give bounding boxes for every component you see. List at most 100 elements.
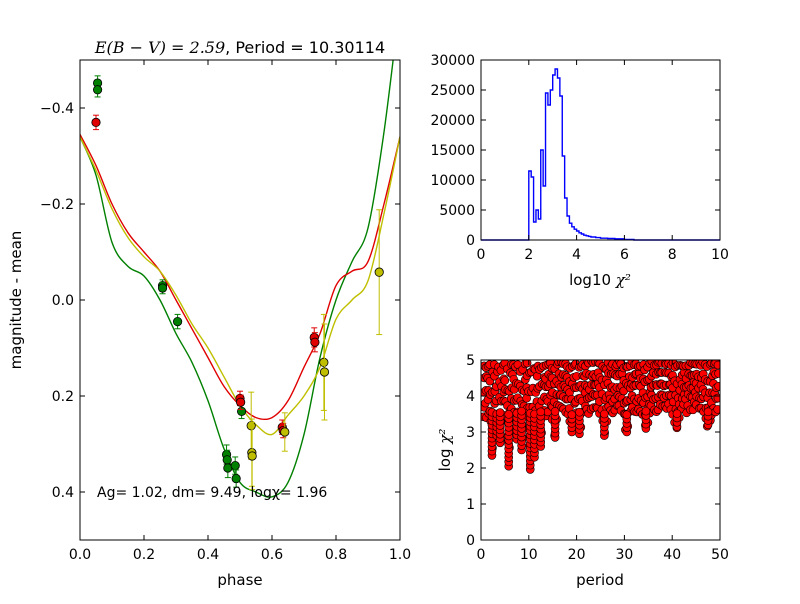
- x-tick-label: 0: [477, 547, 486, 563]
- periodogram-point: [493, 350, 501, 358]
- periodogram-ylabel-math: χ²: [436, 429, 454, 445]
- periodogram-point: [600, 351, 608, 359]
- periodogram-point: [542, 351, 550, 359]
- y-tick-label: 0: [466, 233, 475, 249]
- data-point-green: [93, 85, 103, 95]
- periodogram-point: [680, 348, 688, 356]
- periodogram-point: [571, 350, 579, 358]
- y-tick-label: 10000: [430, 173, 475, 189]
- periodogram-point: [687, 348, 695, 356]
- histogram-xlabel: log10 χ²: [569, 271, 631, 289]
- periodogram-point: [620, 349, 628, 357]
- y-ticks: 0 5000 10000 15000 20000 25000 30000: [430, 53, 720, 249]
- periodogram-point: [682, 350, 690, 358]
- periodogram-point: [688, 348, 696, 356]
- periodogram-xlabel: period: [576, 571, 624, 589]
- y-tick-label: 0.2: [52, 389, 74, 405]
- periodogram-point: [550, 407, 560, 416]
- periodogram-panel: 0 10 20 30 40 50 0 1 2 3 4 5 period log χ²: [436, 346, 729, 589]
- periodogram-point: [555, 347, 563, 355]
- periodogram-point: [512, 347, 520, 355]
- periodogram-point: [566, 350, 574, 358]
- periodogram-point: [506, 346, 514, 354]
- periodogram-point: [589, 351, 597, 359]
- data-point-red: [310, 337, 320, 347]
- periodogram-point: [523, 348, 531, 356]
- periodogram-point: [692, 348, 700, 356]
- periodogram-points: [481, 346, 723, 474]
- periodogram-point: [714, 381, 720, 391]
- x-tick-label: 50: [711, 547, 729, 563]
- periodogram-point: [701, 350, 709, 358]
- data-point-green: [157, 283, 168, 293]
- periodogram-point: [581, 351, 589, 359]
- model-curves: [80, 60, 400, 498]
- data-point-yellow: [247, 451, 257, 461]
- periodogram-point: [495, 408, 505, 417]
- periodogram-point: [704, 346, 712, 354]
- periodogram-point: [664, 350, 672, 358]
- data-points: [91, 75, 384, 491]
- periodogram-point: [594, 350, 602, 358]
- periodogram-point: [674, 346, 682, 354]
- periodogram-point: [517, 347, 525, 355]
- light-curve-ylabel: magnitude - mean: [7, 231, 25, 370]
- periodogram-point: [623, 351, 631, 359]
- periodogram-point: [514, 351, 522, 359]
- periodogram-point: [575, 350, 583, 358]
- x-tick-label: 10: [520, 547, 538, 563]
- periodogram-point: [546, 349, 554, 357]
- data-point-yellow: [280, 427, 290, 437]
- periodogram-point: [538, 347, 546, 355]
- periodogram-ylabel-text: log: [436, 444, 454, 472]
- data-point-green: [237, 406, 247, 416]
- periodogram-point: [517, 406, 526, 416]
- data-point-green: [230, 460, 240, 471]
- periodogram-point: [502, 348, 510, 356]
- periodogram-point: [499, 350, 507, 358]
- y-tick-label: 4: [466, 389, 475, 405]
- periodogram-point: [576, 351, 584, 359]
- periodogram-point: [567, 410, 577, 420]
- y-tick-label: 25000: [430, 83, 475, 99]
- periodogram-point: [715, 350, 723, 358]
- data-point-green: [222, 455, 232, 465]
- y-tick-label: 0: [466, 533, 475, 549]
- periodogram-point: [713, 351, 721, 359]
- periodogram-point: [635, 349, 643, 357]
- periodogram-point: [651, 348, 659, 356]
- periodogram-point: [596, 350, 604, 358]
- y-tick-label: 1: [466, 497, 475, 513]
- periodogram-point: [584, 347, 592, 355]
- periodogram-point: [672, 409, 682, 418]
- periodogram-point: [536, 350, 544, 358]
- light-curve-xlabel: phase: [217, 571, 262, 589]
- periodogram-point: [604, 349, 612, 357]
- x-tick-label: 8: [668, 247, 677, 263]
- periodogram-point: [495, 351, 503, 359]
- title-text: , Period = 10.30114: [225, 38, 385, 57]
- periodogram-point: [560, 348, 568, 356]
- data-point-yellow: [246, 421, 256, 431]
- histogram-step: [481, 68, 720, 241]
- y-tick-label: 15000: [430, 143, 475, 159]
- y-tick-label: 5: [466, 353, 475, 369]
- periodogram-point: [695, 346, 703, 354]
- periodogram-point: [697, 346, 705, 354]
- periodogram-point: [671, 346, 679, 354]
- x-ticks: 0 10 20 30 40 50: [477, 360, 729, 563]
- periodogram-point: [541, 346, 549, 354]
- y-tick-label: 30000: [430, 53, 475, 69]
- x-tick-label: 0.2: [133, 547, 155, 563]
- histogram-frame: [480, 59, 721, 241]
- periodogram-point: [631, 350, 639, 358]
- model-curve-yellow: [80, 136, 400, 436]
- data-point-yellow: [319, 367, 330, 377]
- periodogram-point: [676, 351, 684, 359]
- periodogram-point: [602, 346, 610, 354]
- periodogram-point: [564, 349, 572, 357]
- light-curve-title: E(B − V) = 2.59, Period = 10.30114: [94, 38, 385, 57]
- periodogram-point: [658, 351, 666, 359]
- periodogram-point: [482, 347, 490, 355]
- periodogram-point: [497, 347, 505, 355]
